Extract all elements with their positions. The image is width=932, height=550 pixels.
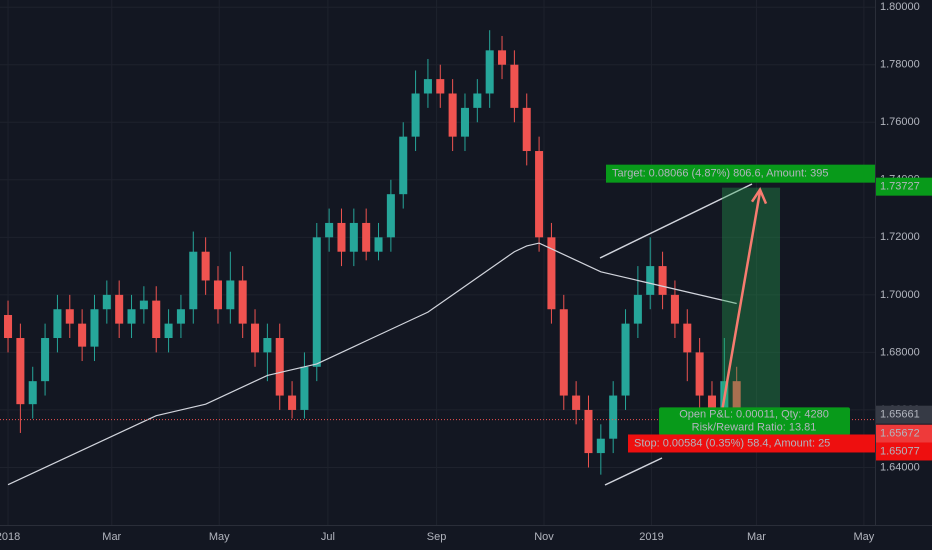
y-tick-label: 1.78000 [880,59,920,71]
x-tick-label: Mar [102,531,121,543]
x-tick-label: 2019 [639,531,663,543]
candle-body [621,323,630,396]
candle-body [102,294,111,310]
candle-body [288,395,297,410]
price-badge [876,442,932,461]
candle-body [152,300,161,339]
target-box [606,164,875,183]
price-badge-label: 1.65077 [880,445,920,457]
stop-label: Stop: 0.00584 (0.35%) 58.4, Amount: 25 [634,437,830,449]
trend-line [599,183,753,259]
candle-body [399,136,408,195]
price-badge-label: 1.65661 [880,409,920,421]
candle-body [386,194,395,238]
candle-body [189,251,198,310]
candle-body [251,323,260,353]
candle-body [646,266,655,295]
y-tick-label: 1.64000 [880,461,920,473]
candle-body [572,395,581,410]
pnl-box [659,407,850,436]
candle-body [263,338,272,353]
candle-body [707,395,716,410]
y-tick-label: 1.70000 [880,289,920,301]
price-badge [876,424,932,443]
candle-body [423,79,432,94]
x-tick-label: May [853,531,874,543]
candle-body [448,93,457,137]
trend-line [604,457,663,486]
candle-body [596,438,605,454]
rr-label: Risk/Reward Ratio: 13.81 [692,421,817,433]
x-tick-label: Sep [427,531,447,543]
candle-body [473,93,482,108]
candle-body [559,309,568,396]
candle-body [349,222,358,252]
candle-body [436,79,445,94]
candle-body [53,309,62,339]
candle-body [312,237,321,367]
candle-body [362,222,371,252]
candle-body [275,338,284,396]
candle-body [41,338,50,382]
candle-body [498,50,507,65]
price-badge [876,405,932,424]
candle-body [670,294,679,324]
candle-body [164,323,173,339]
candle-body [139,300,148,310]
profit-zone [722,187,780,420]
candle-body [337,222,346,252]
x-tick-label: May [209,531,230,543]
candle-body [547,237,556,310]
x-tick-label: Jul [321,531,335,543]
candle-body [127,309,136,324]
price-badge-label: 1.73727 [880,181,920,193]
candle-body [522,107,531,152]
candle-body [325,222,334,238]
candle-body [535,151,544,238]
candle-body [238,280,247,324]
candle-body [658,266,667,295]
candle-body [732,381,741,425]
moving-average [7,242,737,486]
y-tick-label: 1.80000 [880,1,920,13]
candle-body [4,315,13,339]
candle-body [115,294,124,324]
pnl-label: Open P&L: 0.00011, Qty: 4280 [679,408,829,420]
candle-body [695,352,704,396]
candle-body [633,294,642,324]
candle-body [510,64,519,108]
candle-body [226,280,235,310]
stop-box [628,434,875,453]
candle-body [213,280,222,310]
candle-body [176,309,185,324]
candle-body [300,366,309,410]
y-tick-label: 1.72000 [880,231,920,243]
x-tick-label: Mar [747,531,766,543]
x-tick-label: Nov [534,531,554,543]
x-tick-label: 2018 [0,531,20,543]
candle-body [411,93,420,137]
candle-body [28,381,37,405]
candle-body [16,338,25,405]
candle-body [460,107,469,137]
candle-body [201,251,210,281]
candle-body [683,323,692,353]
candle-body [485,50,494,94]
price-badge-label: 1.65672 [880,428,920,440]
candle-body [609,395,618,439]
y-tick-label: 1.76000 [880,116,920,128]
trade-arrow-head [750,187,768,205]
candle-body [584,409,593,454]
candle-body [374,237,383,252]
trade-arrow [720,191,762,412]
price-badge [876,177,932,196]
candle-body [78,323,87,347]
candle-body [90,309,99,347]
target-label: Target: 0.08066 (4.87%) 806.6, Amount: 3… [612,168,828,180]
y-tick-label: 1.68000 [880,346,920,358]
candle-body [65,309,74,324]
